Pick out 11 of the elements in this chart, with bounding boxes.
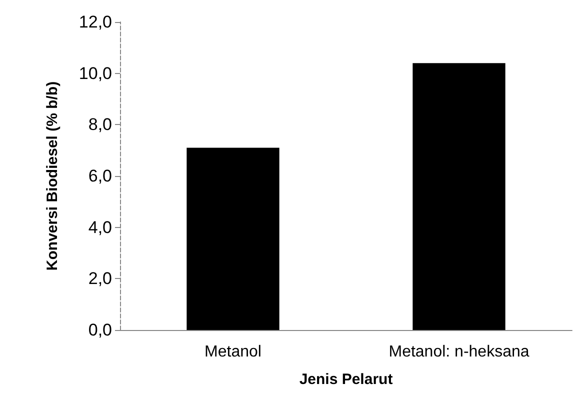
y-axis-title: Konversi Biodiesel (% b/b) <box>44 81 61 271</box>
y-tick-label: 0,0 <box>88 320 112 340</box>
x-axis-title: Jenis Pelarut <box>299 371 393 388</box>
x-tick-label: Metanol: n-heksana <box>388 344 530 360</box>
y-tick-label: 10,0 <box>78 64 112 83</box>
y-tick-label: 12,0 <box>78 12 112 32</box>
y-tick-label: 8,0 <box>88 115 112 134</box>
y-tick-label: 6,0 <box>88 166 112 186</box>
y-tick-label: 2,0 <box>88 269 112 288</box>
y-tick-label: 4,0 <box>88 218 112 237</box>
x-tick-label: Metanol <box>204 344 262 360</box>
